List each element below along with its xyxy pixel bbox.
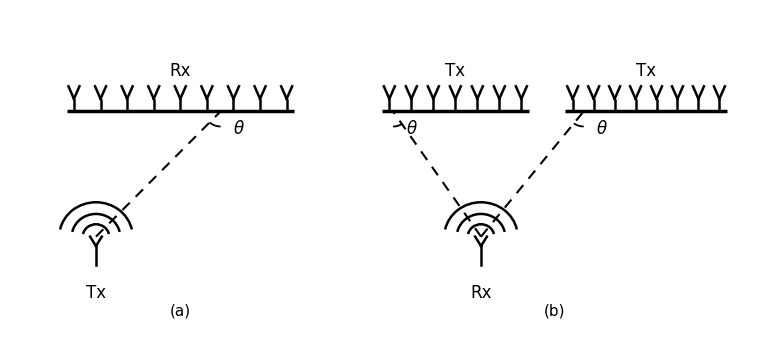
Text: θ: θ xyxy=(234,120,244,137)
Text: θ: θ xyxy=(406,120,416,137)
Text: (a): (a) xyxy=(170,303,191,318)
Text: Tx: Tx xyxy=(445,62,465,80)
Text: (b): (b) xyxy=(544,303,565,318)
Text: Rx: Rx xyxy=(170,62,191,80)
Text: Tx: Tx xyxy=(636,62,656,80)
Text: θ: θ xyxy=(597,120,607,137)
Text: Rx: Rx xyxy=(471,284,492,302)
Text: Tx: Tx xyxy=(86,284,106,302)
